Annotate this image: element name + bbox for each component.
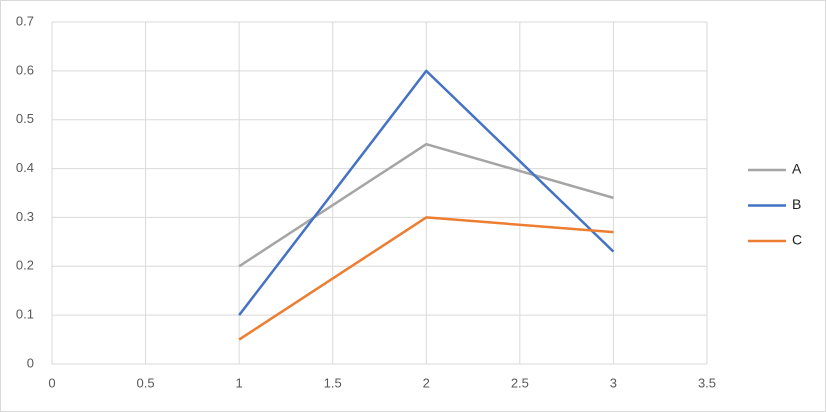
legend-label: C [792,232,802,248]
y-tick-label: 0 [27,355,34,370]
y-tick-label: 0.6 [16,62,34,77]
x-tick-label: 3 [610,375,617,390]
x-tick-label: 0.5 [137,375,155,390]
x-tick-label: 0 [48,375,55,390]
x-tick-label: 3.5 [698,375,716,390]
y-tick-label: 0.1 [16,307,34,322]
y-tick-label: 0.4 [16,160,34,175]
legend-label: A [792,161,802,177]
y-tick-label: 0.2 [16,258,34,273]
legend: A B C [748,161,802,248]
x-tick-label: 1 [236,375,243,390]
y-tick-label: 0.3 [16,209,34,224]
y-tick-label: 0.7 [16,13,34,28]
series-line [238,142,614,268]
series-line [238,69,615,316]
x-tick-label: 1.5 [324,375,342,390]
legend-label: B [792,196,801,212]
series-line [238,216,614,341]
x-tick-label: 2 [423,375,430,390]
y-tick-label: 0.5 [16,111,34,126]
x-tick-label: 2.5 [511,375,529,390]
